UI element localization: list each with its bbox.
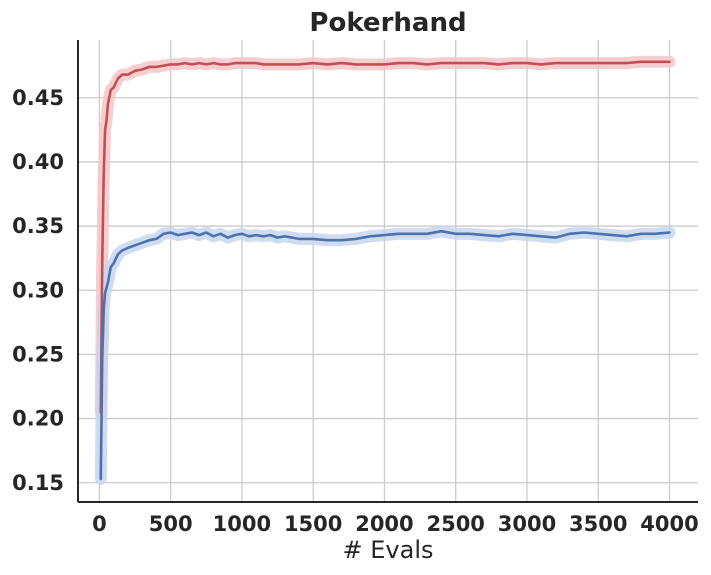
y-tick-label: 0.45 xyxy=(12,86,64,110)
x-tick-labels: 0 500 1000 1500 2000 2500 3000 3500 4000 xyxy=(92,512,699,536)
y-tick-label: 0.35 xyxy=(12,214,64,238)
x-tick-label: 2000 xyxy=(355,512,413,536)
x-tick-label: 2500 xyxy=(426,512,484,536)
series-line-1 xyxy=(99,60,671,414)
y-tick-label: 0.25 xyxy=(12,342,64,366)
y-tick-label: 0.20 xyxy=(12,407,64,431)
y-tick-label: 0.30 xyxy=(12,278,64,302)
x-tick-label: 1500 xyxy=(284,512,342,536)
axes-spines xyxy=(77,40,698,503)
grid-lines xyxy=(78,40,698,502)
x-tick-label: 4000 xyxy=(640,512,698,536)
series-lines xyxy=(99,60,671,481)
x-tick-label: 0 xyxy=(92,512,107,536)
y-tick-labels: 0.15 0.20 0.25 0.30 0.35 0.40 0.45 xyxy=(12,86,64,495)
chart-title: Pokerhand xyxy=(309,8,466,38)
x-tick-label: 3500 xyxy=(569,512,627,536)
y-tick-label: 0.40 xyxy=(12,150,64,174)
y-tick-label: 0.15 xyxy=(12,471,64,495)
x-axis-label: # Evals xyxy=(343,536,434,564)
x-tick-label: 500 xyxy=(149,512,193,536)
x-tick-label: 3000 xyxy=(498,512,556,536)
x-tick-label: 1000 xyxy=(213,512,271,536)
confidence-bands xyxy=(94,55,676,485)
series-line-2 xyxy=(99,229,671,481)
